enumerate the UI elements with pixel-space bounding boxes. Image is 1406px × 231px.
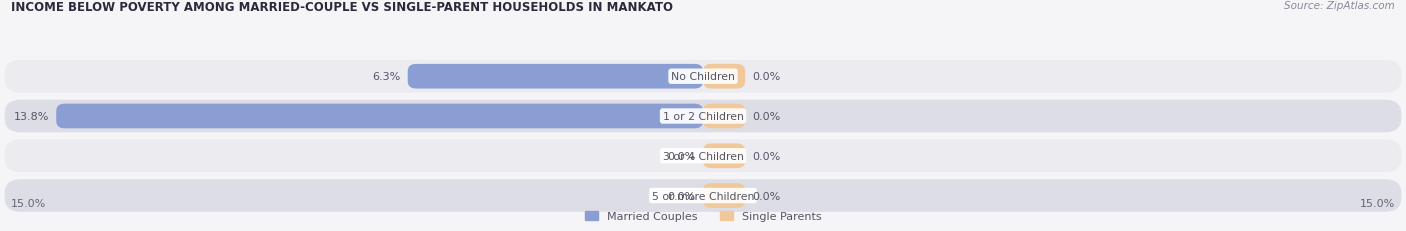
Text: 15.0%: 15.0%: [11, 198, 46, 208]
FancyBboxPatch shape: [408, 65, 703, 89]
Text: 13.8%: 13.8%: [14, 112, 49, 122]
Text: 0.0%: 0.0%: [752, 112, 780, 122]
FancyBboxPatch shape: [4, 61, 1402, 93]
Text: 1 or 2 Children: 1 or 2 Children: [662, 112, 744, 122]
Text: 15.0%: 15.0%: [1360, 198, 1395, 208]
Text: 0.0%: 0.0%: [668, 191, 696, 201]
FancyBboxPatch shape: [4, 179, 1402, 212]
Text: Source: ZipAtlas.com: Source: ZipAtlas.com: [1284, 1, 1395, 11]
FancyBboxPatch shape: [4, 100, 1402, 133]
Text: 6.3%: 6.3%: [373, 72, 401, 82]
Text: 0.0%: 0.0%: [752, 151, 780, 161]
Text: 0.0%: 0.0%: [668, 151, 696, 161]
FancyBboxPatch shape: [703, 144, 745, 168]
Text: No Children: No Children: [671, 72, 735, 82]
Legend: Married Couples, Single Parents: Married Couples, Single Parents: [581, 206, 825, 225]
Text: 5 or more Children: 5 or more Children: [652, 191, 754, 201]
FancyBboxPatch shape: [703, 65, 745, 89]
Text: 0.0%: 0.0%: [752, 191, 780, 201]
Text: 0.0%: 0.0%: [752, 72, 780, 82]
Text: 3 or 4 Children: 3 or 4 Children: [662, 151, 744, 161]
FancyBboxPatch shape: [56, 104, 703, 129]
FancyBboxPatch shape: [703, 183, 745, 208]
FancyBboxPatch shape: [4, 140, 1402, 172]
FancyBboxPatch shape: [703, 104, 745, 129]
Text: INCOME BELOW POVERTY AMONG MARRIED-COUPLE VS SINGLE-PARENT HOUSEHOLDS IN MANKATO: INCOME BELOW POVERTY AMONG MARRIED-COUPL…: [11, 1, 673, 14]
